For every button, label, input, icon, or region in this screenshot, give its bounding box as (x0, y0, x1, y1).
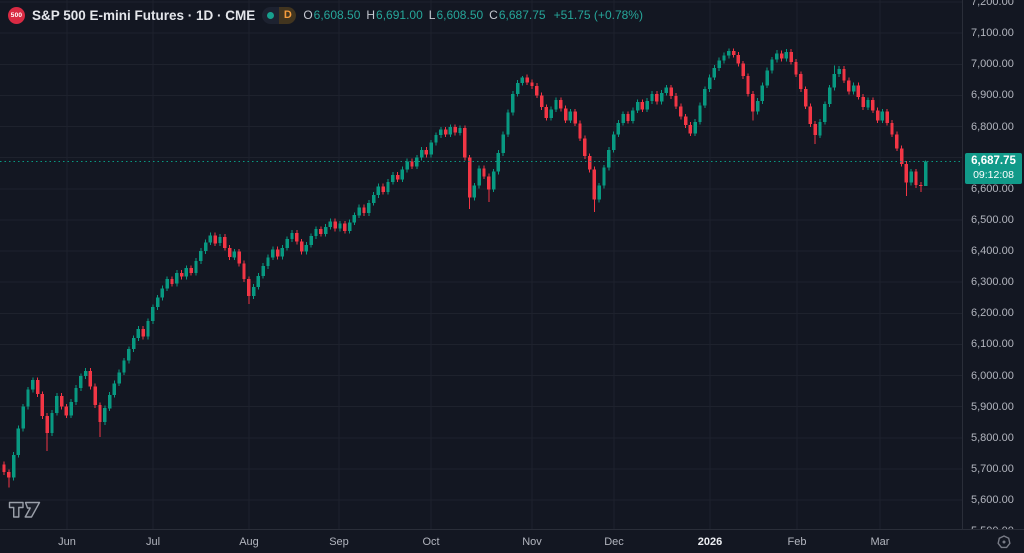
price-axis-label: 6,000.00 (971, 370, 1014, 382)
high-label: H (366, 8, 376, 22)
tradingview-logo-glyph-1 (8, 501, 24, 518)
last-price-badge: 6,687.75 09:12:08 (965, 153, 1022, 184)
price-axis-label: 5,900.00 (971, 401, 1014, 413)
ohlc-readout: O 6,608.50 H 6,691.00 L 6,608.50 C 6,687.75 … (303, 8, 643, 22)
symbol-logo-text: 500 (10, 11, 23, 19)
close-value: 6,687.75 (498, 8, 546, 22)
time-axis[interactable]: Jun Jul Aug Sep Oct Nov Dec 2026 Feb Mar (0, 529, 1024, 553)
price-axis-label: 6,200.00 (971, 307, 1014, 319)
last-price-value: 6,687.75 (971, 155, 1016, 167)
price-axis-label: 6,600.00 (971, 183, 1014, 195)
market-open-dot-icon (267, 11, 275, 19)
price-axis-label: 6,500.00 (971, 214, 1014, 226)
open-label: O (303, 8, 313, 22)
close-label: C (489, 8, 498, 22)
price-axis-label: 6,800.00 (971, 121, 1014, 133)
status-interval-pill[interactable]: D (262, 6, 297, 24)
price-axis-label: 6,100.00 (971, 338, 1014, 350)
bar-countdown: 09:12:08 (973, 169, 1014, 181)
time-axis-label: Feb (787, 536, 807, 548)
price-axis-label: 7,100.00 (971, 27, 1014, 39)
time-axis-label: Mar (870, 536, 890, 548)
price-axis-label: 5,600.00 (971, 494, 1014, 506)
chart-legend: 500 S&P 500 E-mini Futures · 1D · CME D … (8, 5, 643, 25)
time-axis-label: Nov (522, 536, 542, 548)
time-axis-label: Jul (145, 536, 161, 548)
price-axis-label: 7,200.00 (971, 0, 1014, 8)
candles-series (2, 48, 928, 488)
price-chart-canvas[interactable] (0, 0, 962, 529)
interval-badge[interactable]: D (279, 6, 297, 24)
price-axis-label: 7,000.00 (971, 58, 1014, 70)
price-axis-label: 5,700.00 (971, 463, 1014, 475)
price-axis-label: 6,400.00 (971, 245, 1014, 257)
price-axis-label: 6,900.00 (971, 89, 1014, 101)
price-axis-label: 5,800.00 (971, 432, 1014, 444)
time-axis-label: Sep (329, 536, 349, 548)
tradingview-logo[interactable] (8, 499, 42, 521)
open-value: 6,608.50 (313, 8, 361, 22)
time-axis-label: Jun (58, 536, 76, 548)
change-value: +51.75 (+0.78%) (553, 8, 643, 22)
timezone-settings-gear-icon[interactable] (994, 532, 1014, 552)
time-axis-label: Dec (604, 536, 624, 548)
price-axis[interactable]: 5,500.005,600.005,700.005,800.005,900.00… (962, 0, 1024, 537)
time-axis-label: 2026 (697, 536, 723, 548)
price-axis-label: 6,300.00 (971, 276, 1014, 288)
tradingview-logo-glyph-2 (24, 501, 41, 518)
time-axis-label: Aug (239, 536, 259, 548)
time-axis-label: Oct (422, 536, 440, 548)
low-label: L (428, 8, 436, 22)
symbol-title[interactable]: S&P 500 E-mini Futures · 1D · CME (32, 7, 256, 23)
grid-lines (0, 0, 962, 529)
high-value: 6,691.00 (376, 8, 423, 22)
symbol-logo[interactable]: 500 (8, 6, 25, 24)
low-value: 6,608.50 (436, 8, 484, 22)
market-status-segment (262, 6, 280, 24)
